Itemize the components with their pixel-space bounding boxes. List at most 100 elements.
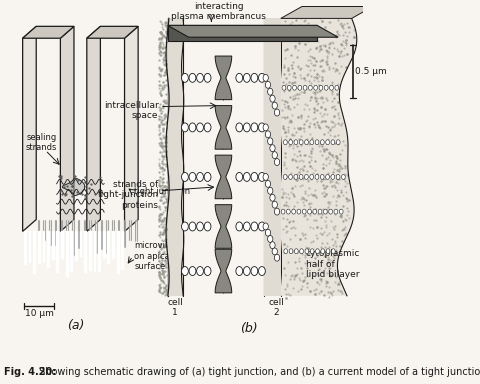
Circle shape (325, 249, 329, 254)
Circle shape (294, 249, 298, 254)
Circle shape (204, 73, 211, 82)
Circle shape (189, 172, 195, 181)
Circle shape (235, 172, 242, 181)
Circle shape (181, 73, 188, 82)
Circle shape (269, 194, 275, 201)
Circle shape (313, 85, 317, 90)
Circle shape (196, 73, 203, 82)
Circle shape (302, 209, 305, 214)
Circle shape (204, 222, 211, 231)
Polygon shape (124, 26, 138, 232)
Circle shape (287, 85, 290, 90)
Circle shape (189, 73, 195, 82)
Circle shape (318, 85, 322, 90)
Circle shape (196, 222, 203, 231)
Circle shape (267, 187, 272, 194)
Circle shape (288, 140, 292, 145)
Circle shape (263, 74, 268, 81)
Circle shape (330, 140, 334, 145)
Circle shape (258, 172, 265, 181)
Circle shape (204, 266, 211, 275)
Circle shape (302, 85, 306, 90)
Circle shape (310, 249, 313, 254)
Circle shape (181, 266, 188, 275)
Text: (a): (a) (67, 319, 84, 332)
Circle shape (265, 180, 270, 187)
Circle shape (267, 88, 272, 95)
Circle shape (286, 209, 289, 214)
Circle shape (235, 222, 242, 231)
Polygon shape (167, 25, 337, 37)
Circle shape (269, 242, 275, 249)
Circle shape (196, 123, 203, 132)
Text: cell
2: cell 2 (268, 298, 284, 318)
Circle shape (269, 145, 275, 152)
Polygon shape (86, 26, 138, 38)
Circle shape (331, 249, 335, 254)
Circle shape (299, 249, 303, 254)
Circle shape (309, 140, 313, 145)
Circle shape (293, 174, 297, 179)
Circle shape (283, 140, 287, 145)
Circle shape (336, 174, 339, 179)
Circle shape (324, 85, 327, 90)
Polygon shape (167, 25, 316, 41)
Circle shape (235, 123, 242, 132)
Circle shape (320, 140, 324, 145)
Circle shape (243, 73, 250, 82)
Polygon shape (215, 106, 231, 149)
Circle shape (314, 140, 318, 145)
Circle shape (299, 140, 302, 145)
Circle shape (308, 85, 312, 90)
Circle shape (334, 85, 338, 90)
Circle shape (283, 174, 287, 179)
Text: microvilli
on apical
surface: microvilli on apical surface (134, 241, 172, 271)
Circle shape (281, 85, 285, 90)
Polygon shape (215, 155, 231, 199)
Circle shape (243, 172, 250, 181)
Circle shape (272, 152, 277, 159)
Circle shape (243, 123, 250, 132)
Circle shape (328, 209, 332, 214)
Polygon shape (60, 26, 74, 232)
Polygon shape (86, 26, 100, 232)
Circle shape (235, 73, 242, 82)
Polygon shape (215, 249, 231, 293)
Circle shape (258, 73, 265, 82)
Circle shape (304, 249, 308, 254)
Circle shape (274, 254, 279, 261)
Circle shape (243, 222, 250, 231)
Circle shape (204, 123, 211, 132)
Circle shape (291, 209, 295, 214)
Circle shape (189, 266, 195, 275)
Polygon shape (167, 18, 182, 296)
Circle shape (274, 159, 279, 166)
Circle shape (304, 140, 308, 145)
Circle shape (204, 172, 211, 181)
Text: Fig. 4.20:: Fig. 4.20: (4, 367, 56, 377)
Text: interacting
plasma membrancus: interacting plasma membrancus (171, 2, 266, 21)
Circle shape (272, 248, 277, 255)
Circle shape (333, 209, 337, 214)
Polygon shape (215, 205, 231, 248)
Text: sealing
strands: sealing strands (26, 132, 57, 152)
Circle shape (189, 222, 195, 231)
Circle shape (251, 266, 257, 275)
Circle shape (251, 123, 257, 132)
Polygon shape (23, 26, 36, 232)
Circle shape (181, 172, 188, 181)
Circle shape (338, 209, 342, 214)
Circle shape (251, 73, 257, 82)
Text: 0.5 μm: 0.5 μm (354, 67, 386, 76)
Circle shape (292, 85, 296, 90)
Text: (b): (b) (240, 322, 257, 335)
Circle shape (304, 174, 308, 179)
Circle shape (196, 266, 203, 275)
Text: intracellular
space: intracellular space (104, 101, 158, 120)
Polygon shape (264, 18, 280, 296)
Circle shape (288, 249, 292, 254)
Circle shape (196, 172, 203, 181)
Circle shape (312, 209, 316, 214)
Circle shape (330, 174, 334, 179)
Polygon shape (279, 18, 356, 296)
